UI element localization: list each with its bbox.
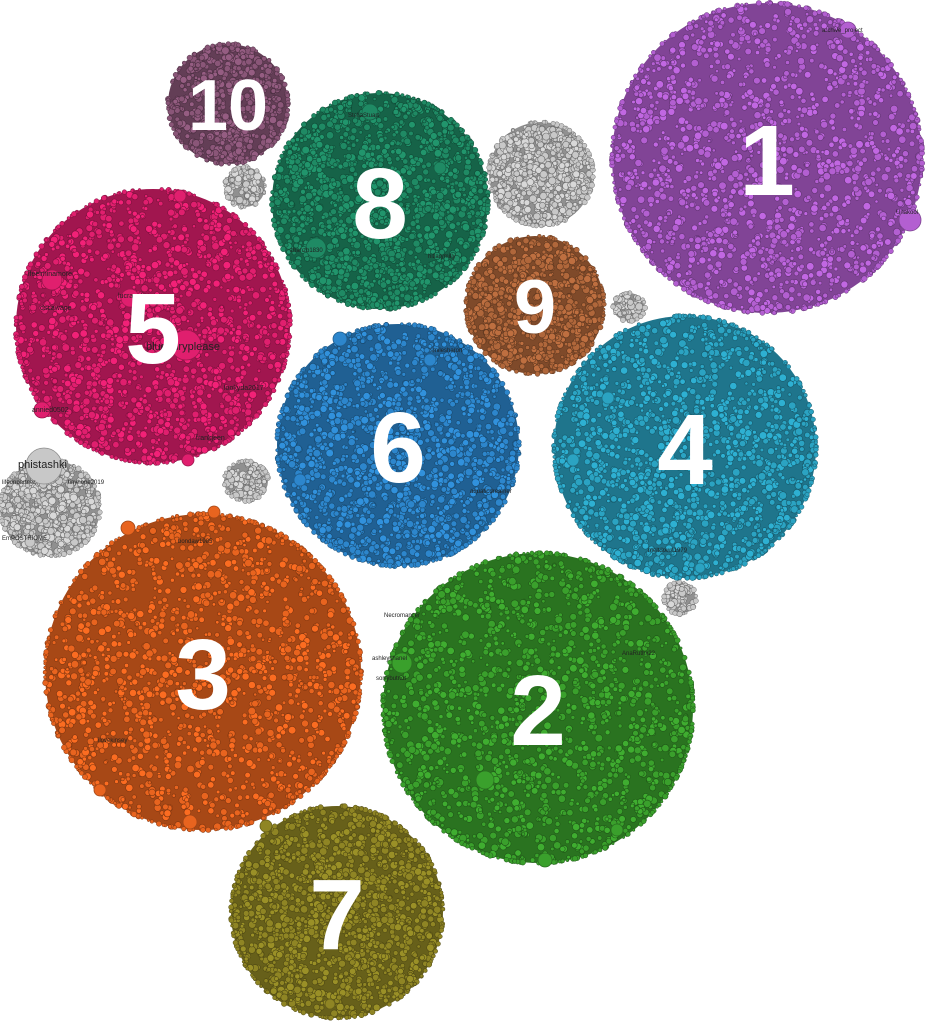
cluster-number-label: 8 <box>352 148 408 260</box>
cluster-number-label: 3 <box>175 619 231 731</box>
gray-5-cluster <box>610 290 648 324</box>
hub-node <box>24 536 36 548</box>
cluster-3: bondaw1985 ilovekinsey 3 <box>42 505 364 833</box>
node-label: ilovekinsey <box>98 738 127 744</box>
node-label: sorrybutnot <box>376 676 406 682</box>
cluster-number-label: 1 <box>739 105 795 217</box>
hub-node <box>898 208 922 232</box>
node-label: zbanzb1830 <box>290 248 323 254</box>
node-label: phistashki <box>18 459 67 471</box>
cluster-number-label: 2 <box>510 655 566 767</box>
hub-node <box>423 353 437 367</box>
node-label: archive_project <box>822 28 863 34</box>
hub-node <box>475 770 495 790</box>
hub-node <box>173 189 187 203</box>
node-label: AnaRuthx22 <box>622 651 656 657</box>
cluster-10: 10 <box>165 41 291 167</box>
node-label: ashleychanel <box>372 656 407 662</box>
hub-node <box>259 819 273 833</box>
gray-3-cluster <box>222 164 267 210</box>
hub-node <box>120 288 140 308</box>
hub-node <box>566 453 580 467</box>
node-label: dscawage <box>40 305 72 312</box>
node-label: Unakool <box>896 210 918 216</box>
node-label: aquaticdreamer <box>470 489 512 495</box>
hub-node <box>207 505 221 519</box>
cluster-2: Necromancer ashleychanel sorrybutnot AnaRut… <box>372 550 696 868</box>
node-label: bluefairyplease <box>146 341 220 353</box>
cluster-number-label: 9 <box>514 265 556 350</box>
hub-node <box>305 237 327 259</box>
cluster-8: zbanzb1830 StellaStuart hillarymilly 8 <box>269 90 491 312</box>
node-label: lifeonpartner <box>2 480 35 486</box>
cluster-9: 9 <box>463 233 607 377</box>
cluster-number-label: 6 <box>370 392 426 504</box>
node-label: StellaStuart <box>348 113 379 119</box>
node-label: bondaw1985 <box>178 539 213 545</box>
cluster-4: meltdown1979 4 <box>551 313 819 581</box>
cluster-1: archive_project Unakool 1 <box>609 0 925 316</box>
node-label: ifeelminamore <box>28 271 72 278</box>
hub-node <box>41 269 63 291</box>
node-label: Necromancer <box>384 613 420 619</box>
node-label: hillarymilly <box>428 254 456 260</box>
hub-node <box>839 21 857 39</box>
hub-node <box>391 652 413 674</box>
node-label: annied0502 <box>32 407 69 414</box>
hub-node <box>293 473 307 487</box>
hub-node <box>181 453 195 467</box>
cluster-number-label: 10 <box>188 66 268 146</box>
hub-node <box>93 783 107 797</box>
node-label: lucrasoft <box>118 293 145 300</box>
cluster-number-label: 5 <box>125 273 181 385</box>
hub-node <box>694 562 706 574</box>
gray-6-cluster <box>661 579 699 617</box>
hub-node <box>361 103 379 121</box>
node-label: frankjeen <box>196 435 225 442</box>
node-label: EmPOSTRIOME <box>2 536 47 542</box>
hub-node <box>170 329 202 361</box>
cluster-number-label: 7 <box>309 859 365 971</box>
cluster-5: bluefairyplease ifeelminamore lucrasoft dsc… <box>13 187 293 467</box>
node-label: lookyda2017 <box>224 385 264 392</box>
cluster-6: smilesharon aquaticdreamer 6 <box>274 322 522 569</box>
gray-2-cluster <box>486 119 596 229</box>
hub-node <box>324 998 336 1010</box>
hub-node <box>433 161 447 175</box>
cluster-7: 7 <box>228 803 446 1021</box>
hub-node <box>332 331 348 347</box>
hub-node <box>601 391 615 405</box>
gray-4-cluster <box>222 458 271 504</box>
hub-node <box>25 447 63 485</box>
hub-node <box>120 520 136 536</box>
hub-node <box>182 814 198 830</box>
gray-1-cluster: phistashki lifeonpartner tinyhope2019 EmPOS… <box>0 447 105 559</box>
hub-node <box>610 823 624 837</box>
hub-node <box>33 401 51 419</box>
node-label: smilesharon <box>430 348 462 354</box>
hub-node <box>537 852 553 868</box>
node-label: meltdown1979 <box>648 548 688 554</box>
node-label: tinyhope2019 <box>68 480 105 486</box>
cluster-number-label: 4 <box>657 394 713 506</box>
